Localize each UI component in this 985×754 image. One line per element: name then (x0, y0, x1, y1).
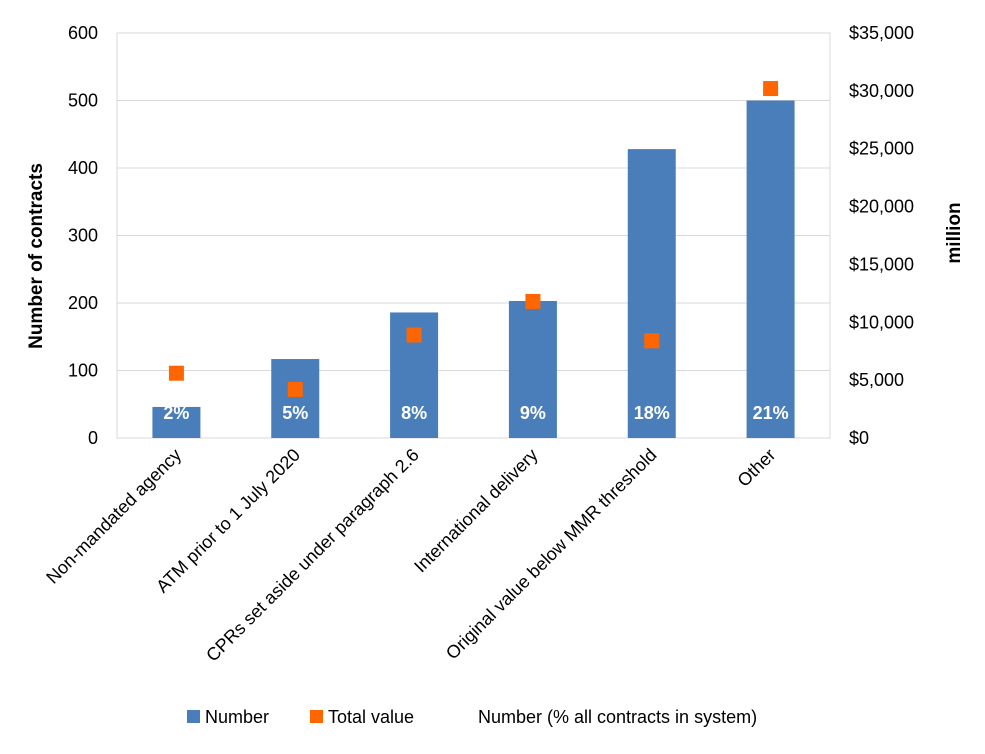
x-tick-label: Non-mandated agency (42, 445, 185, 588)
bar-series (152, 100, 795, 438)
plot-area-border (116, 32, 831, 439)
y2-tick-label: $0 (849, 428, 869, 448)
legend: Number Total value Number (% all contrac… (187, 707, 757, 727)
y-axis-ticks: 0 100 200 300 400 500 600 (68, 23, 98, 448)
y-tick-label: 400 (68, 158, 98, 178)
y-tick-label: 200 (68, 293, 98, 313)
bar (627, 149, 676, 438)
bar-labels: 2% 5% 8% 9% 18% 21% (163, 403, 788, 423)
bar-data-label: 18% (634, 403, 670, 423)
x-tick-label: Other (733, 445, 779, 491)
value-marker (644, 333, 660, 349)
bar-data-label: 2% (163, 403, 189, 423)
value-marker (168, 365, 184, 381)
bar (746, 100, 795, 438)
y2-tick-label: $25,000 (849, 139, 914, 159)
legend-swatch-number (187, 710, 200, 723)
y2-axis-ticks: $0 $5,000 $10,000 $15,000 $20,000 $25,000 $30,… (849, 23, 914, 448)
y-tick-label: 0 (88, 428, 98, 448)
bar (152, 406, 201, 438)
bar-data-label: 9% (520, 403, 546, 423)
y-tick-label: 500 (68, 91, 98, 111)
bar (508, 300, 557, 438)
y2-tick-label: $30,000 (849, 81, 914, 101)
value-marker (525, 293, 541, 309)
x-tick-label: International delivery (410, 445, 542, 577)
bar-data-label: 8% (401, 403, 427, 423)
legend-note: Number (% all contracts in system) (478, 707, 757, 727)
x-tick-label: CPRs set aside under paragraph 2.6 (202, 445, 423, 666)
y2-tick-label: $15,000 (849, 254, 914, 274)
bar (271, 359, 320, 438)
y-axis-label: Number of contracts (26, 163, 47, 349)
gridlines (117, 32, 830, 371)
y2-tick-label: $10,000 (849, 312, 914, 332)
value-marker (763, 81, 779, 97)
y2-tick-label: $35,000 (849, 23, 914, 43)
value-marker (287, 381, 303, 397)
bar-data-label: 21% (753, 403, 789, 423)
bar-data-label: 5% (282, 403, 308, 423)
legend-label-total-value: Total value (328, 707, 414, 727)
marker-series (168, 81, 779, 397)
value-marker (406, 327, 422, 343)
y-tick-label: 100 (68, 361, 98, 381)
legend-swatch-total-value (310, 710, 323, 723)
y2-tick-label: $20,000 (849, 197, 914, 217)
legend-label-number: Number (205, 707, 269, 727)
y2-tick-label: $5,000 (849, 370, 904, 390)
y2-axis-label: million (944, 202, 965, 263)
x-tick-label: Original value below MMR threshold (442, 445, 661, 664)
y-tick-label: 600 (68, 23, 98, 43)
y-tick-label: 300 (68, 226, 98, 246)
